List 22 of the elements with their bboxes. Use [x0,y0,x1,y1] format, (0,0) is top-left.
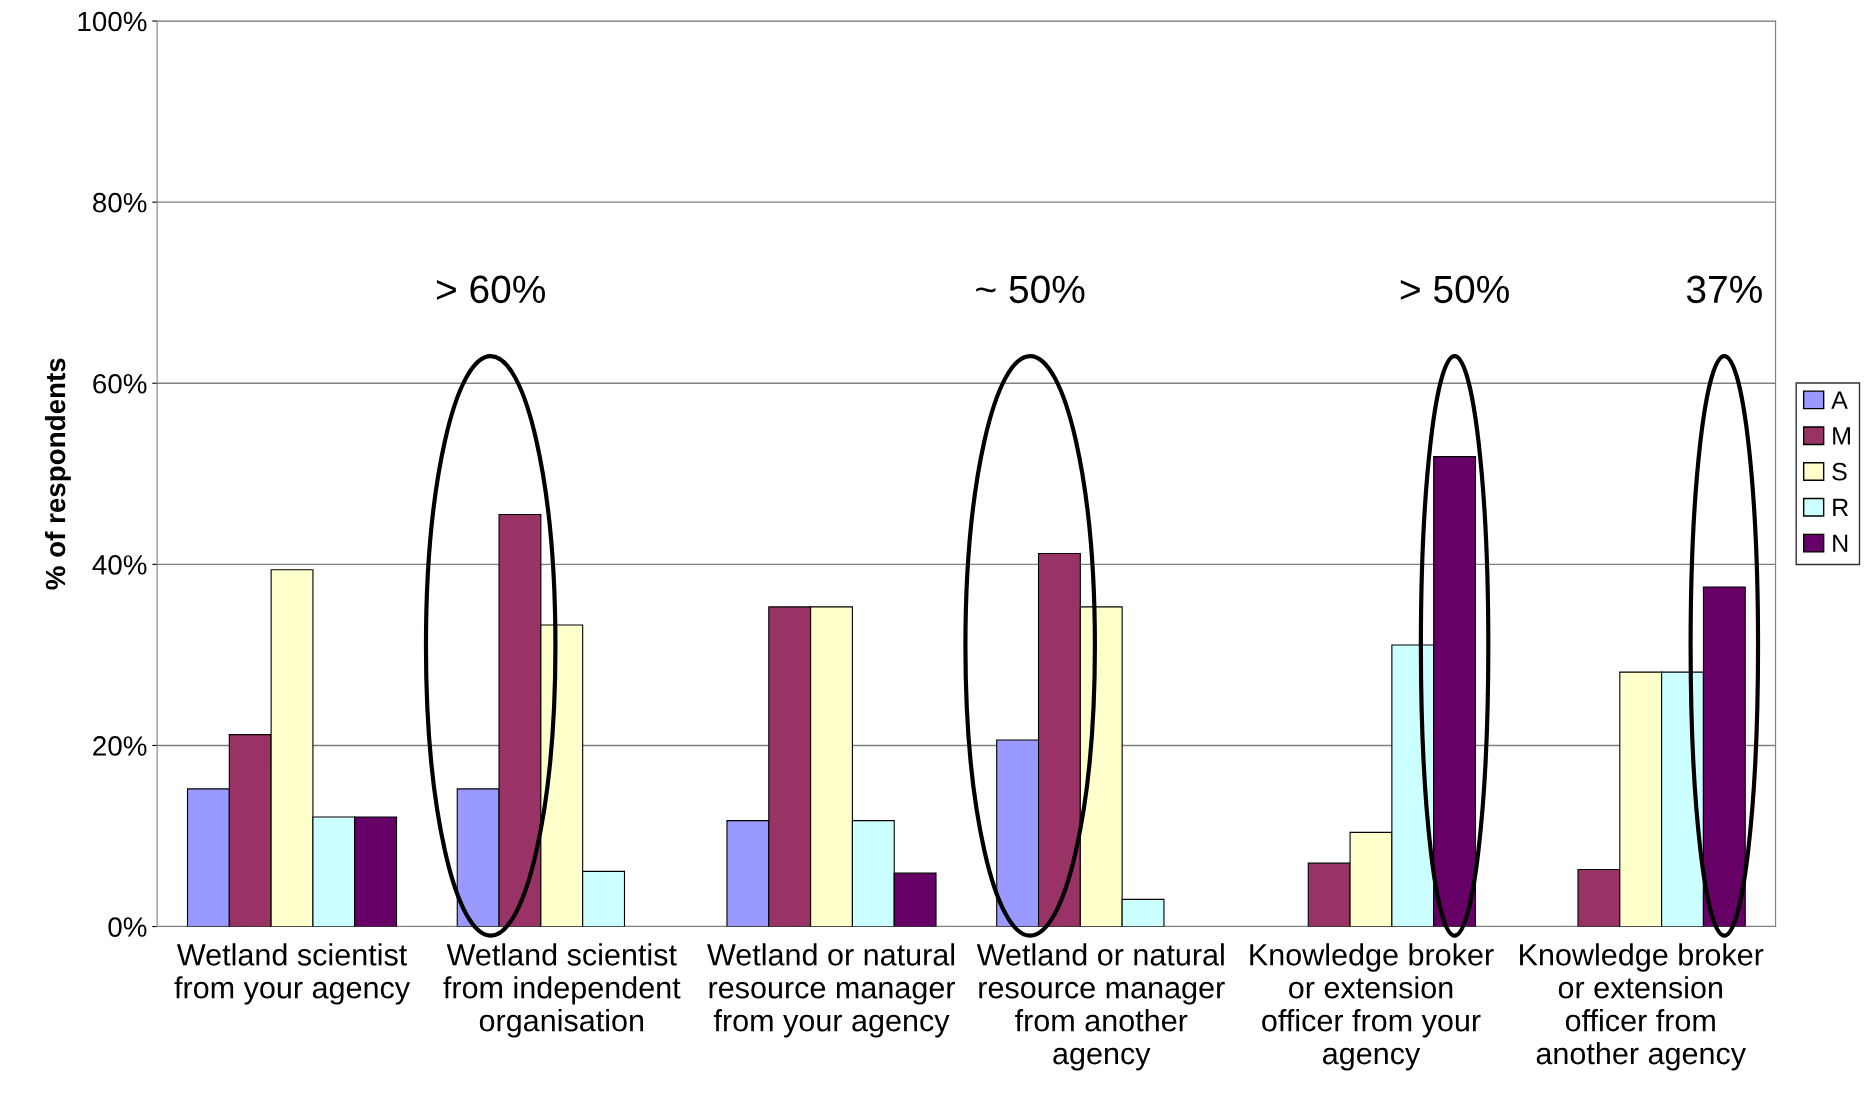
y-tick-label: 20% [93,736,147,756]
x-tick-label: Wetland or natural resource manager from another agency [976,943,1225,1071]
legend-label: M [1833,427,1850,445]
annotation: > 60% [436,275,545,304]
y-axis-title: % of respondents [44,358,71,590]
x-tick-label: Wetland scientist from independent organisation [443,943,681,1038]
y-tick-label: 100% [78,11,147,32]
legend-label: S [1832,462,1847,481]
y-tick-label: 0% [108,917,147,937]
x-tick-label: Wetland scientist from your agency [174,943,411,1005]
annotation: > 50% [1400,275,1509,304]
x-tick-label: Wetland or natural resource manager from your agency [707,943,955,1038]
legend-label: A [1831,391,1848,409]
annotation: ~ 50% [976,275,1085,304]
y-tick-label: 60% [93,373,147,394]
x-tick-label: Knowledge broker or extension officer from your agency [1250,943,1494,1071]
y-tick-label: 80% [93,192,147,213]
x-tick-label: Knowledge broker or extension officer from another agency [1520,943,1764,1071]
annotation: 37% [1686,275,1762,304]
legend-label: N [1833,534,1848,552]
y-tick-label: 40% [92,555,147,575]
legend-label: R [1833,498,1849,517]
